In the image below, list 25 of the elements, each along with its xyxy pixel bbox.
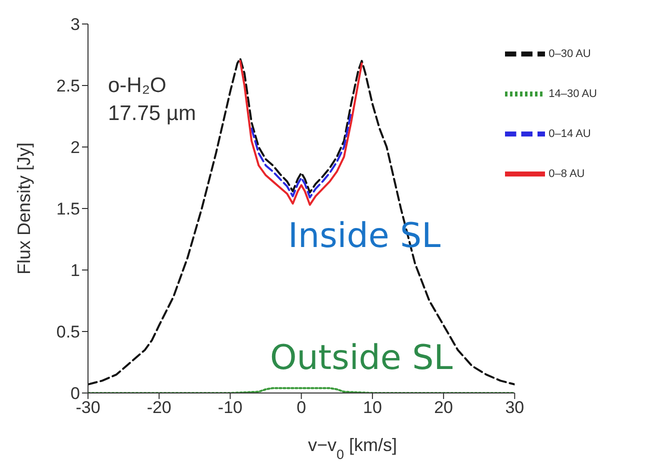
y-tick-label: 3	[70, 15, 80, 34]
annotation: Inside SL	[288, 216, 441, 256]
annotation: Outside SL	[270, 338, 453, 378]
x-tick-label: -20	[146, 398, 172, 418]
legend-label: 14–30 AU	[548, 88, 597, 100]
x-axis-title: v−v$_{0}$ [km/s]	[308, 435, 398, 462]
annotation: 17.75 µm	[108, 102, 196, 126]
line-series	[250, 112, 352, 198]
y-tick-label: 0.5	[56, 322, 80, 342]
x-tick-label: 10	[362, 398, 382, 418]
y-tick-label: 1.5	[56, 200, 80, 219]
x-tick-label: 20	[434, 398, 454, 418]
x-tick-label: 30	[505, 398, 524, 418]
legend-label: 0–8 AU	[548, 168, 585, 180]
line-series	[88, 57, 515, 386]
y-tick-label: 2.5	[56, 76, 80, 96]
line-series	[239, 60, 363, 206]
y-tick-label: 2	[70, 138, 80, 158]
legend-label: 0–14 AU	[548, 128, 591, 140]
legend-label: 0–30 AU	[548, 48, 591, 60]
annotation: o-H₂O	[108, 74, 166, 98]
x-tick-label: -10	[218, 398, 243, 418]
y-tick-label: 1	[70, 261, 80, 280]
y-axis-title: Flux Density [Jy]	[14, 142, 34, 275]
x-tick-label: 0	[296, 398, 306, 418]
